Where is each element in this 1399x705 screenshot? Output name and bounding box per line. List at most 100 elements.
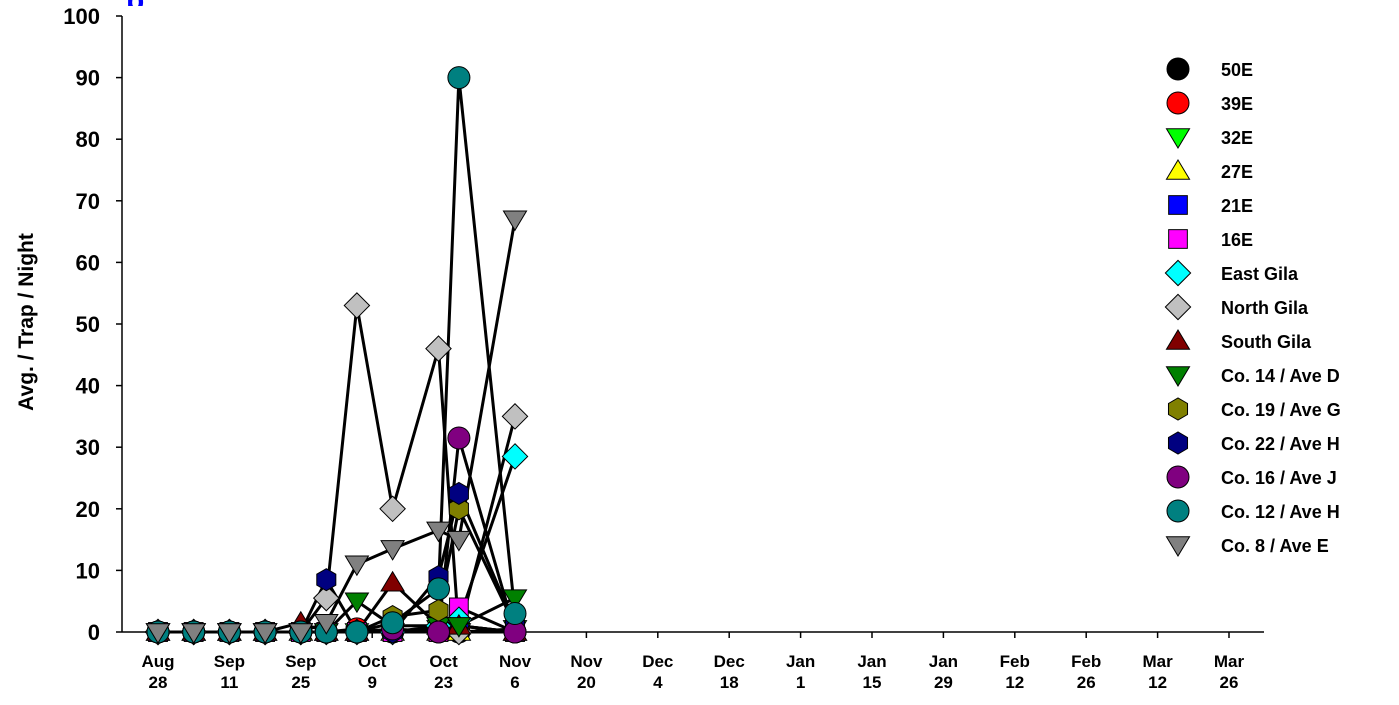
x-tick-label-month: Jan [929,652,958,671]
point-co-12-ave-h [381,611,405,635]
point-co-22-ave-h [448,481,469,505]
x-tick-label-day: 18 [720,673,739,692]
x-tick-label-day: 29 [934,673,953,692]
y-tick-label: 90 [76,66,100,91]
legend-marker-co-8-ave-e [1165,536,1191,557]
point-co-8-ave-e [446,530,472,552]
x-tick-label-day: 12 [1148,673,1167,692]
legend-marker-50e [1166,57,1190,81]
legend-label-north-gila: North Gila [1221,298,1309,318]
point-north-gila [312,584,340,612]
legend-marker-co-19-ave-g [1167,397,1189,421]
series-line-north-gila [158,304,517,634]
legend-label-east-gila: East Gila [1221,264,1299,284]
x-tick-label-day: 25 [291,673,310,692]
x-tick-label-month: Sep [214,652,245,671]
point-east-gila [501,443,529,470]
legend-marker-21e [1168,195,1188,215]
y-tick-label: 40 [76,374,100,399]
legend-marker-39e [1166,91,1190,115]
legend-label-co-14-ave-d: Co. 14 / Ave D [1221,366,1340,386]
x-tick-label-month: Feb [1000,652,1030,671]
legend-marker-32e [1165,128,1191,149]
legend-marker-co-16-ave-j [1166,465,1190,489]
legend-label-co-12-ave-h: Co. 12 / Ave H [1221,502,1340,522]
x-tick-label-month: Feb [1071,652,1101,671]
series-line-co-12-ave-h [158,76,517,634]
x-tick-label-day: 4 [653,673,663,692]
axes: 0 10 20 30 40 50 60 70 80 90 100 Aug 28 Sep 11 Sep 25 Oct… [63,4,1264,692]
legend-label-co-22-ave-h: Co. 22 / Ave H [1221,434,1340,454]
x-tick-label-day: 15 [863,673,882,692]
point-co-8-ave-e [288,623,314,644]
title-fragment: p [126,0,156,6]
legend-label-co-19-ave-g: Co. 19 / Ave G [1221,400,1341,420]
x-tick-label-month: Jan [786,652,815,671]
x-tick-label-month: Mar [1214,652,1245,671]
point-co-8-ave-e [380,540,406,561]
y-tick-label: 10 [76,558,100,583]
point-co-14-ave-d [344,592,370,614]
point-co-19-ave-g [428,598,449,623]
x-tick-label-month: Nov [570,652,603,671]
legend-marker-co-12-ave-h [1166,499,1190,523]
point-co-8-ave-e [145,623,171,644]
x-tick-label-day: 11 [220,673,238,692]
x-tick-label-day: 26 [1220,673,1239,692]
legend-label-co-8-ave-e: Co. 8 / Ave E [1221,536,1329,556]
point-north-gila [425,335,452,362]
legend-label-16e: 16E [1221,230,1253,250]
x-tick-label-day: 23 [434,673,453,692]
legend-marker-27e [1165,159,1191,180]
series-markers [144,66,529,646]
y-tick-label: 80 [76,127,100,152]
x-tick-label-month: Sep [285,652,316,671]
x-tick-label-month: Dec [714,652,745,671]
y-tick-label: 0 [88,620,100,645]
point-north-gila [343,292,371,319]
y-axis-label: Avg. / Trap / Night [15,233,38,411]
y-tick-label: 100 [63,4,100,29]
x-tick-label-day: 9 [367,673,376,692]
legend-marker-north-gila [1164,293,1192,321]
x-tick-label-day: 6 [510,673,519,692]
x-tick-label-day: 28 [149,673,168,692]
point-co-16-ave-j [427,620,450,644]
legend: 50E 39E 32E 27E 21E 16E East Gila North Gila Sou… [1164,57,1341,557]
point-co-8-ave-e [502,210,528,232]
legend-label-27e: 27E [1221,162,1253,182]
x-tick-label-day: 12 [1005,673,1024,692]
legend-label-21e: 21E [1221,196,1253,216]
point-co-12-ave-h [503,602,527,626]
point-co-14-ave-d [446,617,472,638]
legend-marker-co-22-ave-h [1167,431,1189,455]
x-tick-label-month: Oct [358,652,387,671]
point-co-12-ave-h [447,66,471,90]
series-lines [158,76,517,634]
point-co-14-ave-d [502,589,528,611]
x-tick-label-month: Nov [499,652,532,671]
y-tick-label: 30 [76,435,100,460]
point-co-8-ave-e [181,623,207,644]
point-co-8-ave-e [252,623,278,644]
x-tick-label-month: Dec [642,652,673,671]
legend-marker-east-gila [1164,259,1192,287]
y-tick-label: 20 [76,497,100,522]
y-tick-label: 70 [76,189,100,214]
point-north-gila [379,495,406,523]
point-co-8-ave-e [426,521,451,543]
point-north-gila [501,403,529,430]
series-line-co-8-ave-e [158,219,517,634]
point-co-19-ave-g [448,497,469,521]
point-co-8-ave-e [313,614,339,635]
legend-label-32e: 32E [1221,128,1253,148]
x-tick-label-month: Aug [141,652,174,671]
legend-label-south-gila: South Gila [1221,332,1312,352]
legend-marker-south-gila [1165,329,1191,350]
legend-label-50e: 50E [1221,60,1253,80]
point-co-12-ave-h [345,620,369,644]
x-tick-label-day: 1 [796,673,805,692]
legend-marker-co-14-ave-d [1165,366,1191,387]
